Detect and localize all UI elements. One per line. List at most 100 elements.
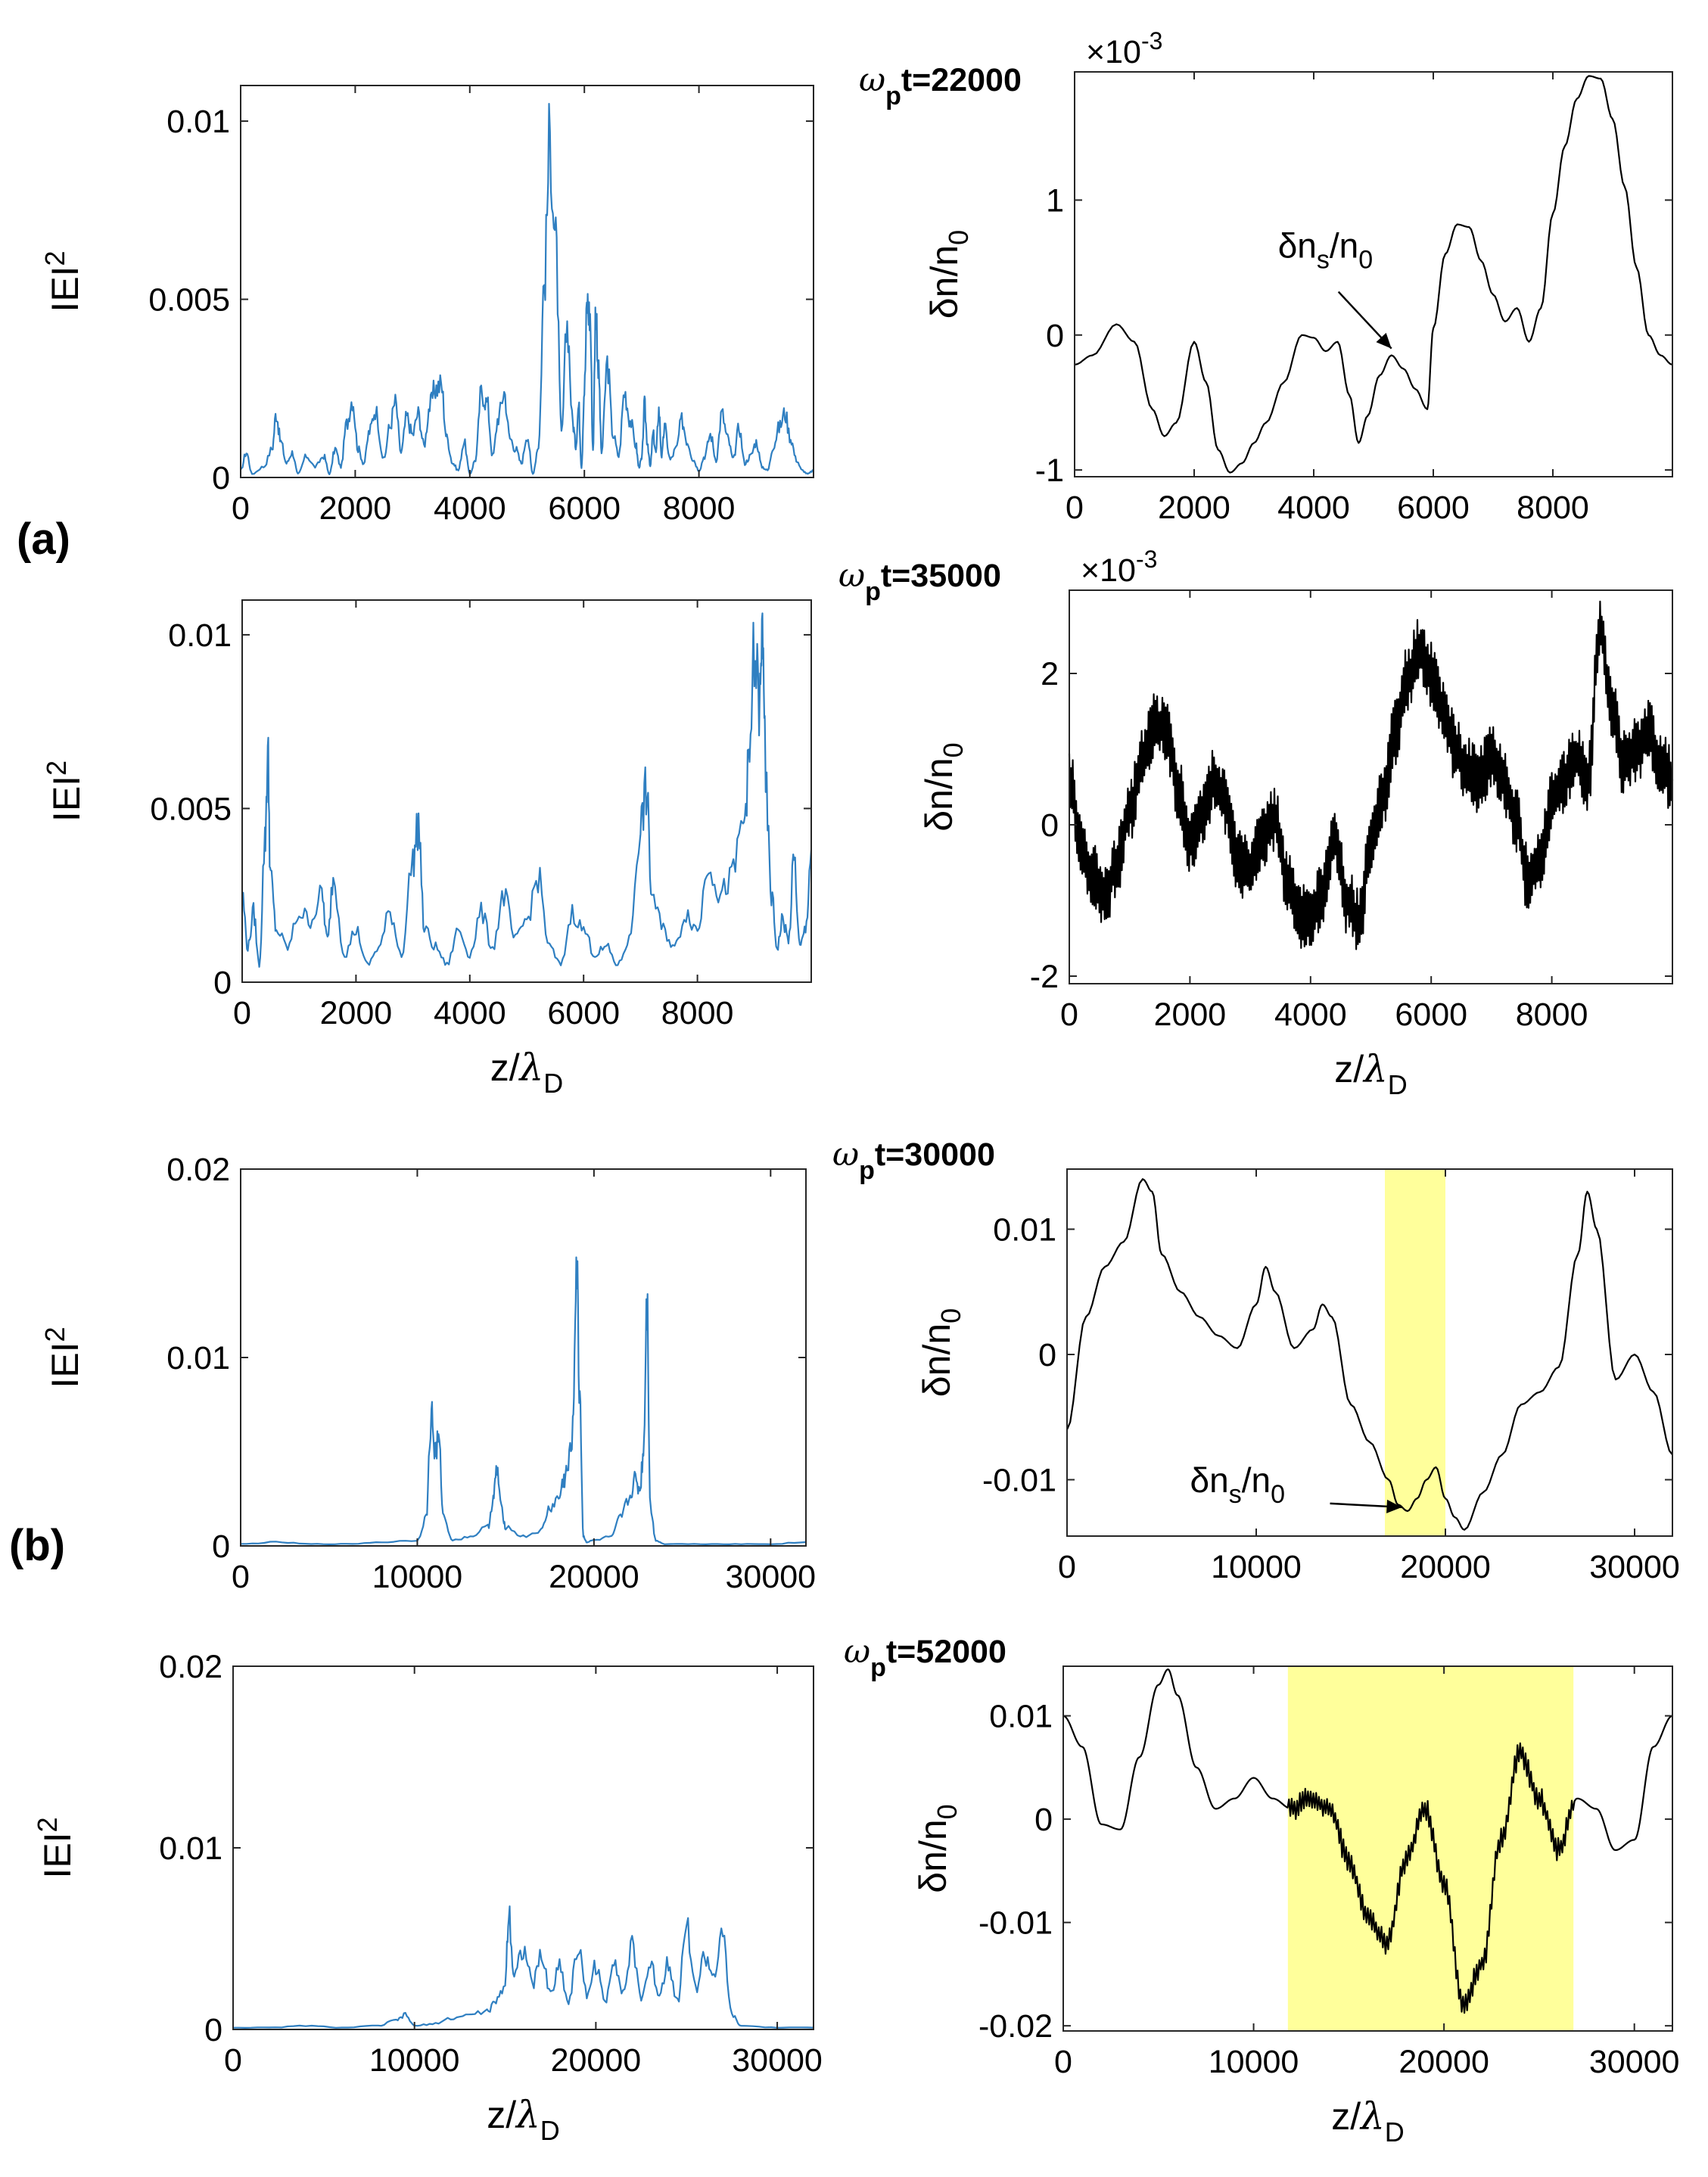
y-tick-label: 0 [212,460,230,496]
y-axis-label: IEI2 [41,760,88,822]
axes-box [1062,1665,1673,2032]
y-tick-label: 0 [1038,1337,1056,1373]
x-tick-label: 6000 [547,995,620,1031]
x-tick-label: 6000 [548,490,621,527]
x-tick-label: 4000 [434,995,506,1031]
axes-box [1069,589,1673,984]
x-tick-label: 0 [232,490,250,527]
time-label: ωpt=22000 [859,61,1022,110]
axes-box [241,599,812,983]
y-tick-label: 0 [212,1529,230,1565]
x-tick-label: 0 [1054,2044,1072,2080]
axes-box [240,85,814,478]
data-line [1062,1669,1673,2014]
annotation-label: δns/n0 [1190,1460,1286,1509]
x-tick-label: 30000 [1589,1549,1680,1585]
y-tick-label: 0.02 [166,1152,230,1188]
x-tick-label: 8000 [1517,490,1589,526]
highlight-region [1287,1666,1574,2031]
panel-label-a: (a) [17,515,70,564]
data-line [241,1256,807,1546]
axis-multiplier: ×10-3 [1081,546,1157,589]
x-tick-label: 20000 [1398,2044,1489,2080]
x-tick-label: 10000 [1211,1549,1302,1585]
time-label: ωpt=35000 [838,557,1001,606]
x-tick-label: 4000 [1274,997,1347,1033]
y-tick-label: 0 [1041,807,1059,844]
x-tick-label: 20000 [1400,1549,1491,1585]
annotation-arrow-head [1376,332,1392,349]
x-axis-label: z/λD [487,2093,560,2146]
axes-box [240,1168,807,1547]
time-label: ωpt=52000 [844,1633,1006,1682]
chart-a-bottom-right: 0 2000 4000 6000 8000-202δn/n0z/λD×10-3ωpt=3… [838,546,1674,1100]
chart-b-bottom-left: 0 10000 20000 30000 0 0.01 0.02 IEI2 z/λD [32,1649,823,2146]
y-tick-label: 0.02 [159,1649,222,1685]
x-tick-label: 0 [233,995,251,1031]
y-axis-label: δn/n0 [916,1308,966,1397]
data-line [1074,75,1673,474]
x-axis-label: z/λD [1334,1047,1408,1100]
y-axis-label: δn/n0 [912,1804,963,1892]
y-tick-label: 2 [1041,656,1059,692]
y-tick-label: -2 [1030,959,1059,995]
x-tick-label: 2000 [320,995,393,1031]
y-tick-label: -0.01 [978,1905,1053,1942]
x-tick-label: 30000 [732,2042,823,2079]
data-line [241,612,813,968]
x-tick-label: 2000 [1158,490,1230,526]
y-tick-label: 0.01 [993,1211,1056,1248]
x-tick-label: 10000 [372,1559,463,1595]
x-tick-label: 6000 [1397,490,1470,526]
y-axis-label: IEI2 [32,1817,79,1878]
x-tick-label: 6000 [1395,997,1467,1033]
panel-label-b: (b) [9,1521,65,1570]
x-tick-label: 8000 [661,995,734,1031]
y-axis-label: IEI2 [39,250,86,312]
y-tick-label: 0.01 [166,1340,230,1376]
y-axis-label: δn/n0 [918,742,969,831]
y-tick-label: 0 [204,2012,222,2048]
y-axis-label: IEI2 [39,1326,86,1388]
y-tick-label: 0 [213,965,232,1001]
chart-b-bottom-right: 0 10000 20000 30000 -0.02 -0.01 0 0.01 δn/n0 z/λD… [844,1633,1679,2147]
data-line [1068,600,1674,950]
annotation-label: δns/n0 [1278,226,1374,275]
chart-a-bottom-left: 0 2000 4000 6000 8000 0 0.005 0.01 IEI2 z/λD [41,599,813,1099]
time-label: ωpt=30000 [832,1136,995,1185]
x-tick-label: 10000 [1209,2044,1299,2080]
y-tick-label: 0 [1034,1802,1053,1838]
x-tick-label: 20000 [549,1559,639,1595]
axes-box [1074,71,1673,477]
x-tick-label: 0 [1060,997,1078,1033]
x-axis-label: z/λD [1331,2095,1405,2147]
x-tick-label: 10000 [369,2042,460,2079]
x-tick-label: 0 [1058,1549,1076,1585]
chart-b-top-left: 0 10000 20000 30000 0 0.01 0.02 IEI2 [39,1152,816,1595]
y-tick-label: 0.005 [148,282,230,319]
x-tick-label: 30000 [726,1559,817,1595]
axes-box [1066,1168,1673,1537]
y-tick-label: 0.01 [159,1830,222,1867]
annotation-arrow-head [1386,1499,1402,1513]
y-tick-label: -0.02 [978,2008,1053,2045]
data-line [240,103,814,476]
y-tick-label: -0.01 [982,1463,1056,1499]
chart-a-top-left: 0 2000 4000 6000 8000 0 0.005 0.01 IEI2 [39,85,814,527]
x-tick-label: 4000 [434,490,506,527]
x-tick-label: 2000 [319,490,392,527]
y-tick-label: -1 [1035,453,1064,489]
highlight-region [1385,1169,1445,1536]
data-line [1066,1178,1673,1531]
x-tick-label: 30000 [1589,2044,1680,2080]
x-tick-label: 8000 [663,490,736,527]
x-tick-label: 20000 [551,2042,642,2079]
x-tick-label: 0 [224,2042,242,2079]
y-tick-label: 0 [1046,318,1064,354]
y-axis-label: δn/n0 [923,230,974,319]
y-tick-label: 0.005 [150,791,232,827]
chart-a-top-right: 0 2000 4000 6000 8000-101δn/n0×10-3ωpt=22000… [859,27,1673,526]
axis-multiplier: ×10-3 [1086,27,1162,70]
